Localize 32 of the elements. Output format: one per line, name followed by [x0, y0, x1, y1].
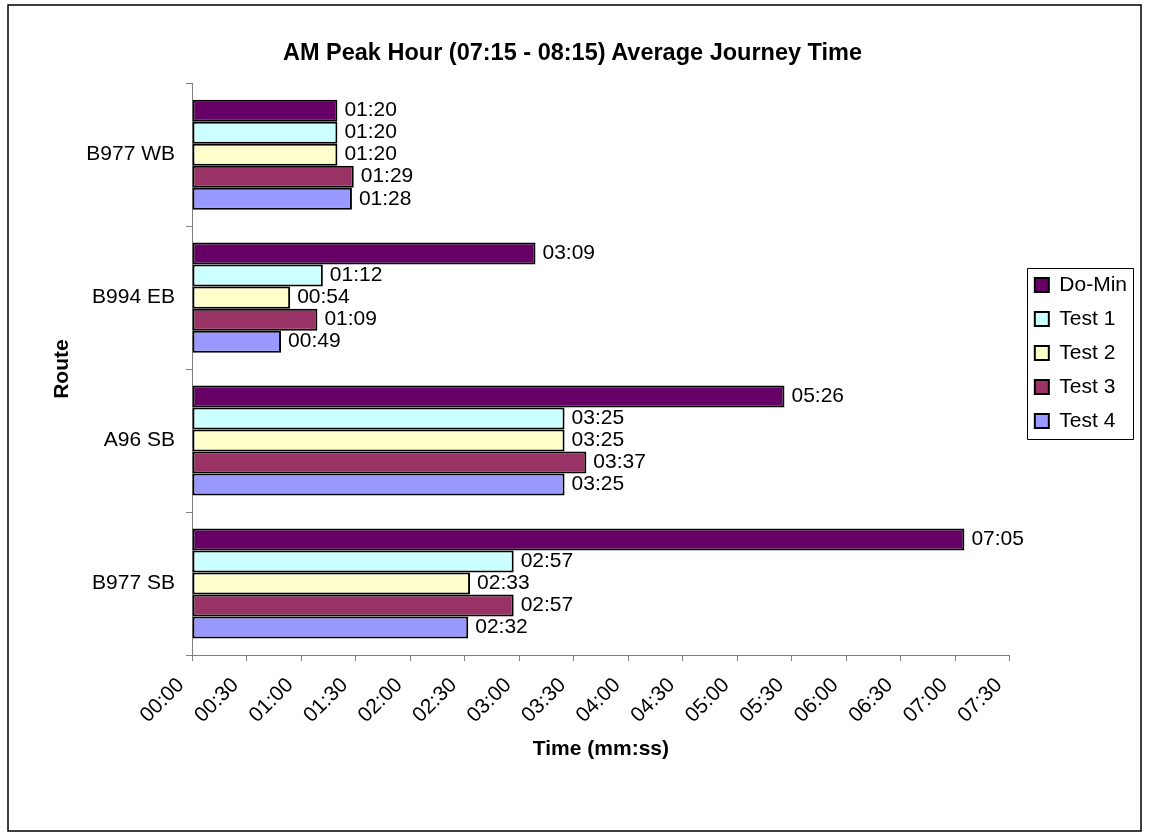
y-tick-label: A96 SB — [103, 427, 175, 451]
data-label: 02:57 — [520, 592, 574, 616]
data-label: 03:37 — [593, 449, 646, 473]
y-tick-label: B977 SB — [92, 570, 175, 594]
data-label: 01:29 — [360, 163, 414, 187]
legend-label: Do-Min — [1059, 271, 1128, 295]
data-label: 03:25 — [571, 427, 625, 451]
data-label: 07:05 — [971, 526, 1024, 550]
data-label: 00:49 — [288, 328, 341, 352]
data-label: 02:32 — [475, 614, 528, 638]
data-label: 01:12 — [329, 262, 383, 286]
data-label: 00:54 — [297, 284, 351, 308]
y-axis-title: Route — [49, 339, 73, 399]
x-axis-title: Time (mm:ss) — [532, 736, 669, 760]
data-label: 01:20 — [344, 97, 397, 121]
y-tick-label: B977 WB — [86, 141, 175, 165]
y-tick-label: B994 EB — [92, 284, 175, 308]
data-label: 01:09 — [324, 306, 377, 330]
legend-label: Test 1 — [1059, 305, 1116, 329]
data-label: 01:20 — [344, 119, 397, 143]
data-label: 05:26 — [791, 383, 845, 407]
data-label: 03:09 — [542, 240, 596, 264]
data-label: 01:28 — [358, 185, 412, 209]
data-label: 02:57 — [520, 548, 574, 572]
data-label: 01:20 — [344, 141, 397, 165]
data-label: 02:33 — [477, 570, 530, 594]
legend-label: Test 4 — [1059, 407, 1116, 431]
legend-label: Test 2 — [1059, 339, 1116, 363]
legend-label: Test 3 — [1059, 373, 1116, 397]
data-label: 03:25 — [571, 471, 625, 495]
data-label: 03:25 — [571, 405, 625, 429]
chart-title: AM Peak Hour (07:15 - 08:15) Average Journey Time — [282, 38, 863, 65]
